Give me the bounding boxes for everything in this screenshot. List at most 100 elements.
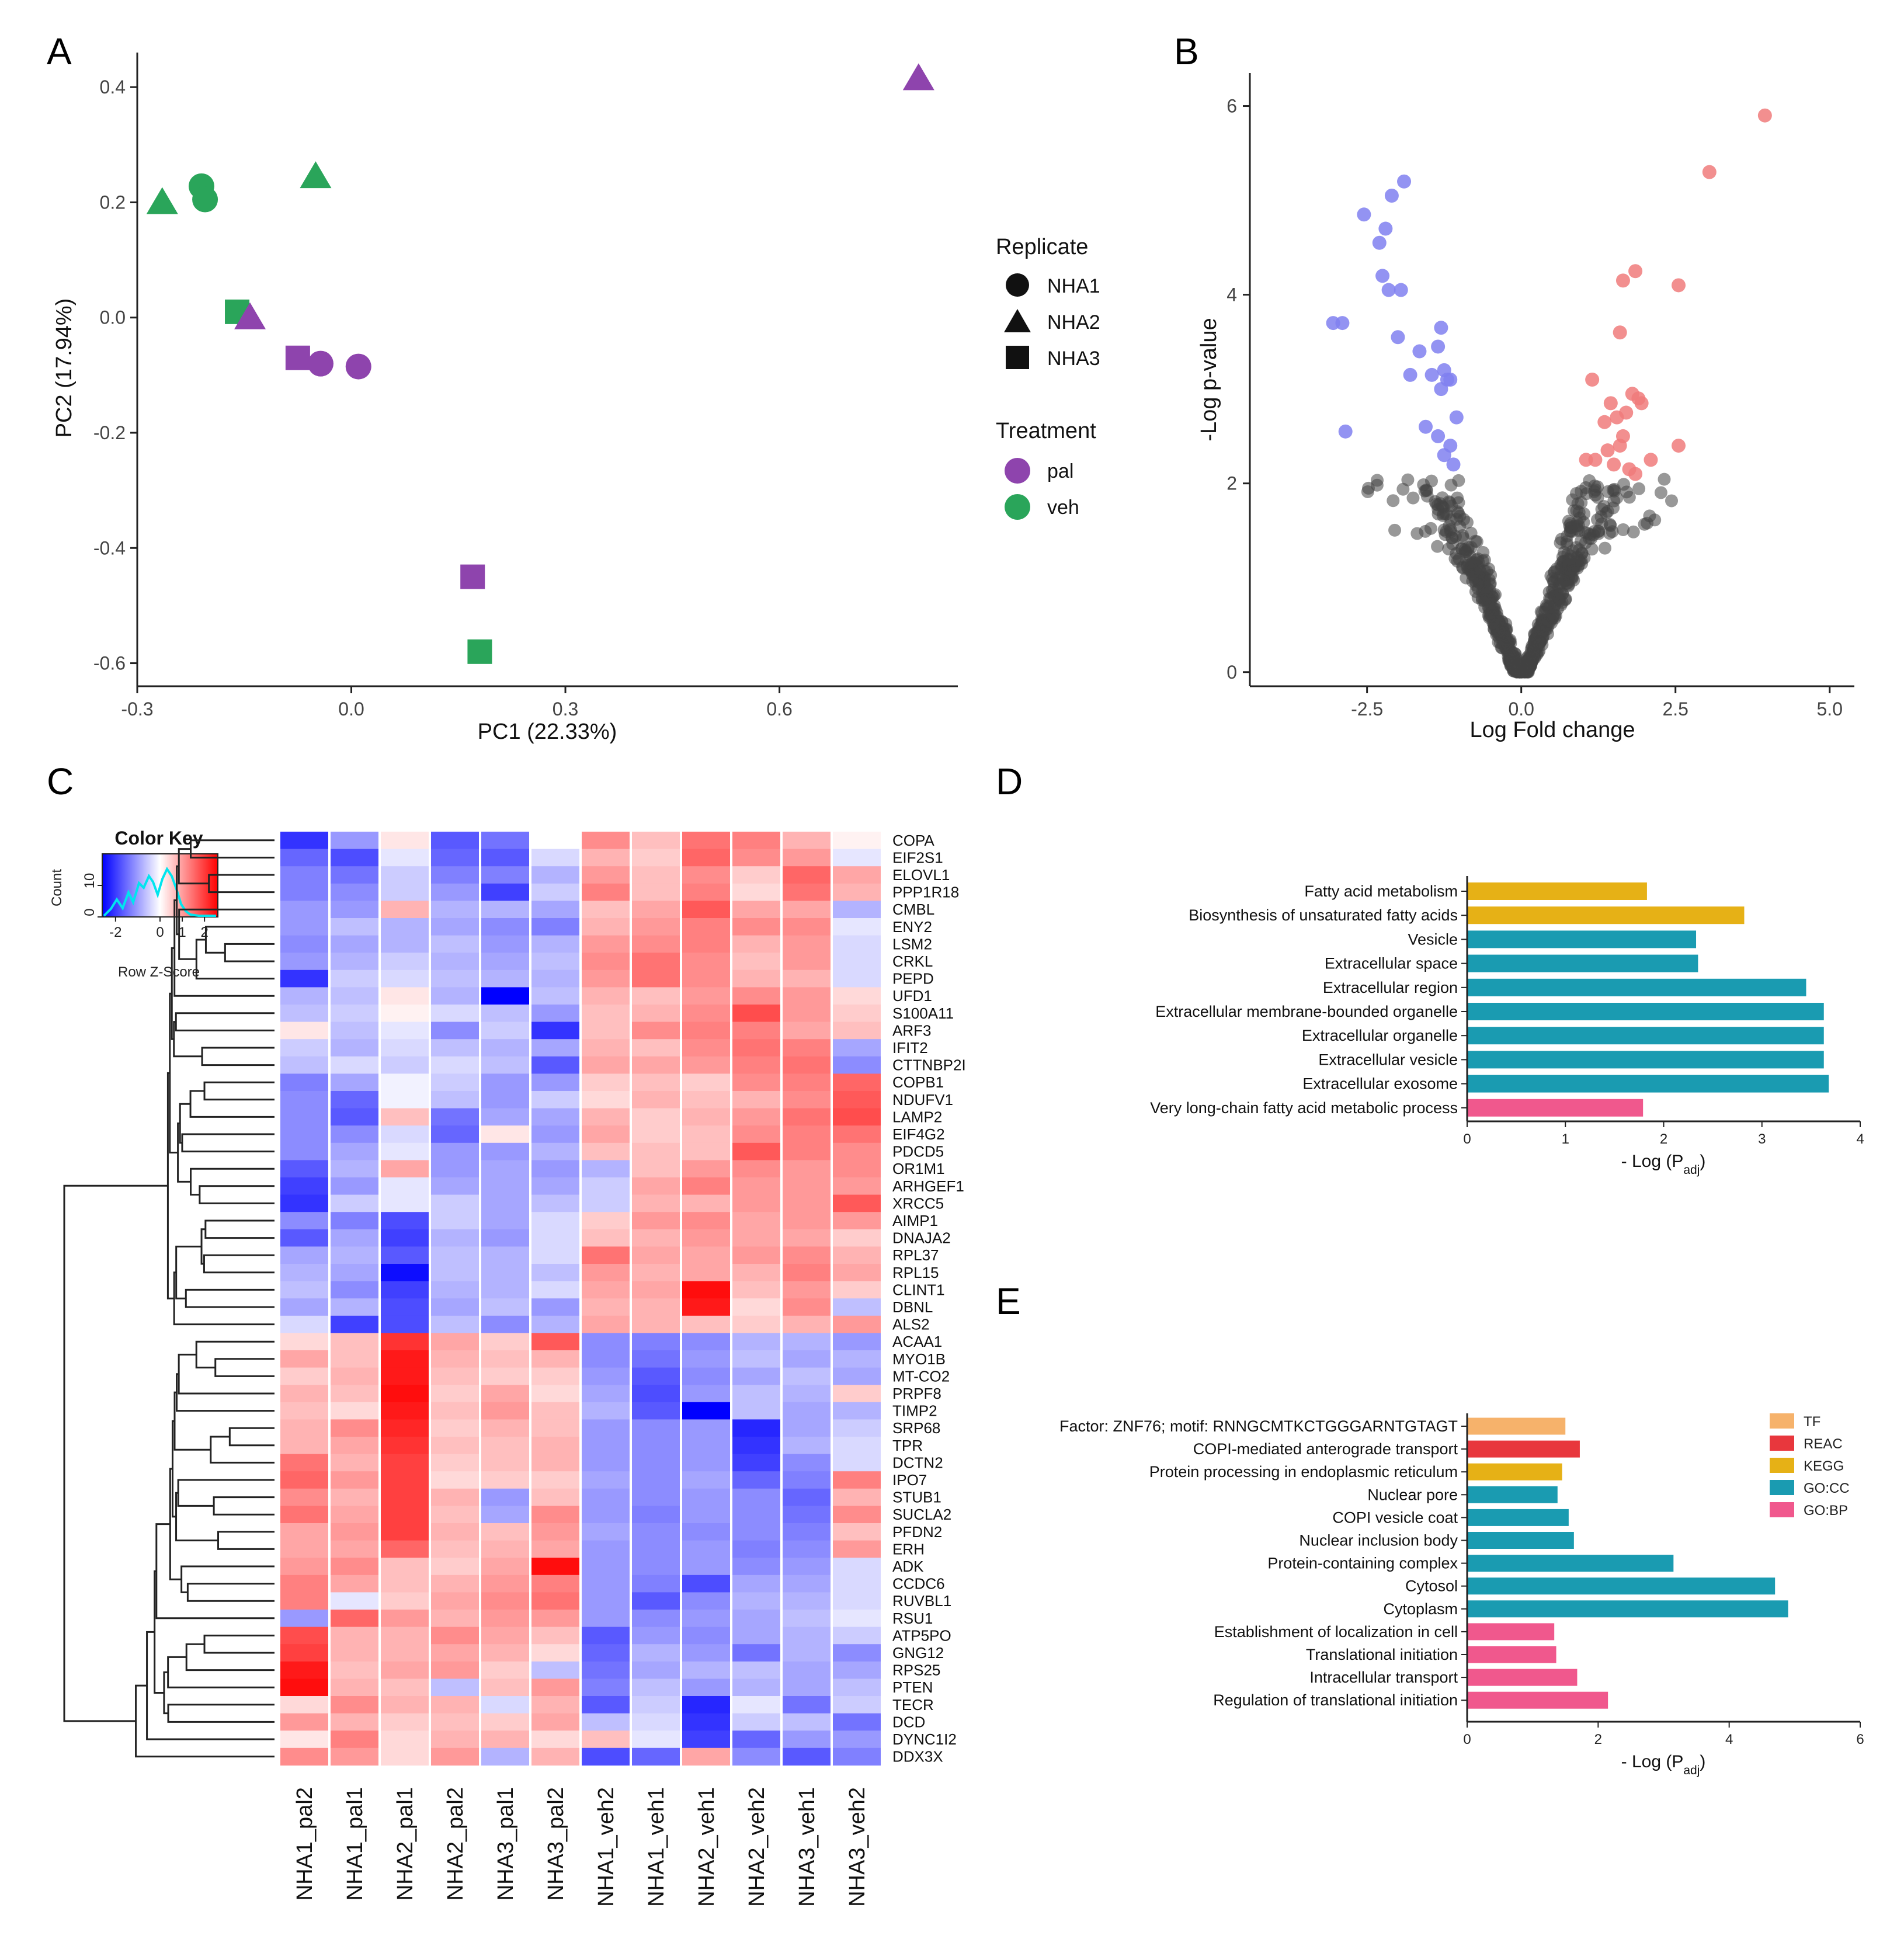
dendrogram-branch <box>178 848 209 885</box>
heatmap-cell <box>582 1747 630 1766</box>
panel-c-heatmap: C Color Key -2 0 1 2 010 Row Z-Score Count … <box>47 760 966 1907</box>
dendrogram-branch <box>176 865 179 936</box>
panel-a-points <box>146 63 934 664</box>
panel-a-pca-plot: A 0.4 0.2 0.0 -0.2 -0.4 -0.6 -0.3 0.0 0.3 0.6 PC… <box>47 30 1100 744</box>
term-label: Regulation of translational initiation <box>1213 1691 1458 1709</box>
heatmap-cell <box>783 1229 831 1247</box>
heatmap-cell <box>833 1177 881 1196</box>
heatmap-cell <box>682 987 730 1005</box>
heatmap-cell <box>682 969 730 988</box>
panel-e-x-ticks: 0 2 4 6 <box>1463 1722 1864 1747</box>
heatmap-cell <box>381 1644 429 1662</box>
heatmap-cell <box>531 953 579 971</box>
heatmap-cell <box>833 969 881 988</box>
gene-label: DCTN2 <box>892 1454 943 1471</box>
gene-label: DNAJA2 <box>892 1229 951 1247</box>
heatmap-cell <box>431 1730 479 1749</box>
dendrogram-branch <box>178 1353 275 1395</box>
x-tick-label: -0.3 <box>121 699 153 720</box>
legend-replicate-nha1: NHA1 <box>1047 275 1100 297</box>
heatmap-cell <box>833 1367 881 1385</box>
panel-a-letter: A <box>47 30 72 72</box>
heatmap-cell <box>582 987 630 1005</box>
sample-label: NHA2_veh2 <box>745 1787 769 1907</box>
heatmap-cell <box>833 1713 881 1731</box>
heatmap-cell <box>280 1229 328 1247</box>
heatmap-cell <box>431 1575 479 1593</box>
heatmap-cell <box>481 1644 529 1662</box>
volcano-point-ns <box>1436 509 1450 522</box>
gene-label: LSM2 <box>892 935 932 953</box>
dendrogram-branch <box>190 1167 275 1196</box>
y-tick-label: 4 <box>1227 284 1237 305</box>
volcano-point-ns <box>1627 525 1640 538</box>
heatmap-cell <box>531 1592 579 1610</box>
heatmap-cell <box>481 1558 529 1576</box>
heatmap-cell <box>833 1108 881 1126</box>
heatmap-cell <box>732 866 780 884</box>
heatmap-cell <box>783 935 831 953</box>
gene-label: ELOVL1 <box>892 866 950 884</box>
heatmap-cell <box>833 1125 881 1144</box>
heatmap-cell <box>381 832 429 850</box>
heatmap-cell <box>732 918 780 936</box>
heatmap-cell <box>732 832 780 850</box>
heatmap-cell <box>481 1627 529 1645</box>
heatmap-cell <box>732 1402 780 1420</box>
heatmap-cell <box>682 1610 730 1628</box>
gene-label: NDUFV1 <box>892 1091 953 1108</box>
pca-point-square <box>460 564 485 589</box>
heatmap-cell <box>381 1540 429 1558</box>
heatmap-cell <box>381 1747 429 1766</box>
heatmap-cell <box>682 1350 730 1368</box>
color-key-y-ticks: 0 10 <box>82 873 102 918</box>
volcano-point-ns <box>1617 523 1630 536</box>
heatmap-cell <box>280 1039 328 1057</box>
volcano-point-ns <box>1585 543 1599 556</box>
heatmap-cell <box>381 1437 429 1455</box>
volcano-point-ns <box>1479 593 1492 607</box>
heatmap-cell <box>331 1315 378 1333</box>
heatmap-cell <box>531 1437 579 1455</box>
heatmap-cell <box>331 1575 378 1593</box>
heatmap-cell <box>331 1558 378 1576</box>
enrichment-bar <box>1467 1669 1578 1686</box>
x-tick-label: 0.3 <box>553 699 578 720</box>
heatmap-cell <box>732 1610 780 1628</box>
heatmap-cell <box>732 1367 780 1385</box>
heatmap-cell <box>732 1194 780 1212</box>
heatmap-cell <box>481 969 529 988</box>
heatmap-cell <box>582 1039 630 1057</box>
heatmap-cell <box>431 1246 479 1264</box>
heatmap-cell <box>431 1661 479 1679</box>
gene-label: CLINT1 <box>892 1281 945 1298</box>
heatmap-cell <box>732 1506 780 1524</box>
heatmap-cell <box>682 1506 730 1524</box>
heatmap-cell <box>682 918 730 936</box>
heatmap-cell <box>431 1713 479 1731</box>
heatmap-cell <box>833 1315 881 1333</box>
heatmap-cell <box>632 1160 680 1178</box>
heatmap-cell <box>531 1558 579 1576</box>
heatmap-cell <box>582 1125 630 1144</box>
heatmap-cell <box>331 1644 378 1662</box>
heatmap-cell <box>280 1125 328 1144</box>
volcano-point-ns <box>1387 494 1400 508</box>
heatmap-cell <box>582 1091 630 1109</box>
gene-label: S100A11 <box>892 1005 954 1022</box>
heatmap-cell <box>431 1385 479 1403</box>
term-label: COPI-mediated anterograde transport <box>1193 1440 1458 1458</box>
panel-d-x-ticks: 0 1 2 3 4 <box>1463 1121 1864 1147</box>
color-key-x-tick-label: -2 <box>109 925 121 940</box>
heatmap-cell <box>682 1229 730 1247</box>
heatmap-cell <box>431 1540 479 1558</box>
heatmap-cell <box>381 1229 429 1247</box>
gene-label: CCDC6 <box>892 1575 945 1593</box>
heatmap-cell <box>833 1056 881 1074</box>
heatmap-cell <box>582 1315 630 1333</box>
heatmap-cell <box>280 1523 328 1541</box>
heatmap-cell <box>632 1298 680 1316</box>
heatmap-cell <box>783 1021 831 1040</box>
heatmap-cell <box>682 1454 730 1472</box>
